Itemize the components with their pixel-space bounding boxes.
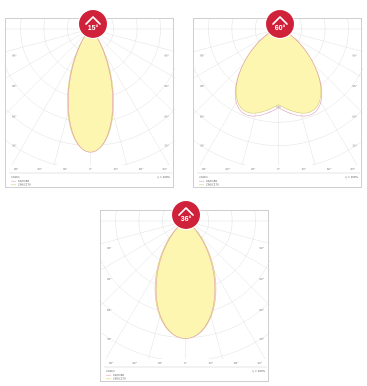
angle-tick-label: 60° [139,167,144,171]
side-tick-label: 90° [164,84,169,88]
angle-tick-label: 90° [109,361,114,365]
polar-spoke [194,28,279,79]
polar-chart-15: 100020003000400090°60°30°0°30°60°90°90°9… [5,18,175,188]
beam-badge: 60° [266,10,294,38]
curve-c0-c180 [234,28,323,117]
side-tick-label: 90° [12,84,17,88]
legend-entry: C0/C180 [18,179,29,183]
legend-entry: C90/C270 [113,377,126,381]
side-tick-label: 90° [352,84,357,88]
beam-badge: 15° [79,10,107,38]
polar-spoke [90,28,175,114]
angle-tick-label: 60° [225,167,230,171]
side-tick-label: 60° [352,115,357,119]
house-icon [272,16,288,25]
side-tick-label: 60° [164,115,169,119]
side-tick-label: 90° [259,246,264,250]
side-tick-label: 60° [107,308,112,312]
angle-tick-label: 60° [234,361,239,365]
legend-entry: C90/C270 [18,183,31,187]
side-tick-label: 30° [107,337,112,341]
polar-spoke [6,28,91,114]
angle-tick-label: 90° [202,167,207,171]
side-tick-label: 90° [352,53,357,57]
polar-spoke [90,28,175,79]
unit-label: cd/klm [106,369,115,373]
polar-chart-60: 10020030040050060090°60°30°0°30°60°90°90… [193,18,363,188]
beam-badge: 36° [172,201,200,229]
angle-tick-label: 90° [163,167,168,171]
angle-tick-label: 30° [63,167,68,171]
polar-svg: 100020003000400090°60°30°0°30°60°90°90°9… [6,19,175,187]
legend-entry: C0/C180 [113,373,124,377]
side-tick-label: 90° [107,246,112,250]
legend-entry: C0/C180 [206,179,217,183]
angle-tick-label: 0° [277,167,281,171]
side-tick-label: 30° [352,144,357,148]
side-tick-label: 60° [200,115,205,119]
polar-spoke [185,220,270,271]
angle-tick-label: 60° [327,167,332,171]
angle-tick-label: 90° [258,361,263,365]
angle-tick-label: 90° [351,167,356,171]
curve-c90-c270 [235,28,322,114]
polar-spoke [101,220,186,271]
polar-spoke [101,220,186,244]
side-tick-label: 90° [12,53,17,57]
polar-spoke [90,28,175,52]
side-tick-label: 90° [259,277,264,281]
side-tick-label: 30° [164,144,169,148]
polar-spoke [278,28,363,52]
angle-tick-label: 60° [37,167,42,171]
angle-tick-label: 30° [114,167,119,171]
unit-label: cd/klm [199,175,208,179]
curve-c90-c270 [67,28,114,153]
angle-tick-label: 30° [158,361,163,365]
efficiency-label: η = 100% [252,369,265,373]
efficiency-label: η = 100% [157,175,170,179]
polar-curves [67,28,114,153]
side-tick-label: 60° [12,115,17,119]
polar-spoke [278,28,363,79]
angle-tick-label: 30° [302,167,307,171]
beam-angle-label: 60° [274,25,286,32]
legend-entry: C90/C270 [206,183,219,187]
angle-tick-label: 90° [14,167,19,171]
beam-angle-label: 36° [180,216,192,223]
polar-spoke [194,28,279,52]
beam-angle-label: 15° [87,25,99,32]
side-tick-label: 90° [164,53,169,57]
polar-spoke [6,28,91,52]
polar-curves [234,28,323,117]
side-tick-label: 90° [200,84,205,88]
polar-spoke [101,220,186,306]
side-tick-label: 30° [259,337,264,341]
angle-tick-label: 60° [132,361,137,365]
side-tick-label: 90° [107,277,112,281]
polar-spoke [185,220,270,306]
unit-label: cd/klm [11,175,20,179]
polar-spoke [6,28,91,79]
angle-tick-label: 0° [89,167,93,171]
efficiency-label: η = 100% [345,175,358,179]
polar-spoke [185,220,270,244]
curve-c90-c270 [154,220,217,339]
side-tick-label: 90° [200,53,205,57]
house-icon [85,16,101,25]
side-tick-label: 60° [259,308,264,312]
house-icon [178,207,194,216]
angle-tick-label: 30° [209,361,214,365]
polar-svg: 10020030040050060090°60°30°0°30°60°90°90… [194,19,363,187]
side-tick-label: 30° [200,144,205,148]
angle-tick-label: 0° [184,361,188,365]
angle-tick-label: 30° [251,167,256,171]
polar-svg: 50010001500200090°60°30°0°30°60°90°90°90… [101,211,270,381]
side-tick-label: 30° [12,144,17,148]
polar-chart-36: 50010001500200090°60°30°0°30°60°90°90°90… [100,210,270,382]
polar-curves [154,220,217,339]
